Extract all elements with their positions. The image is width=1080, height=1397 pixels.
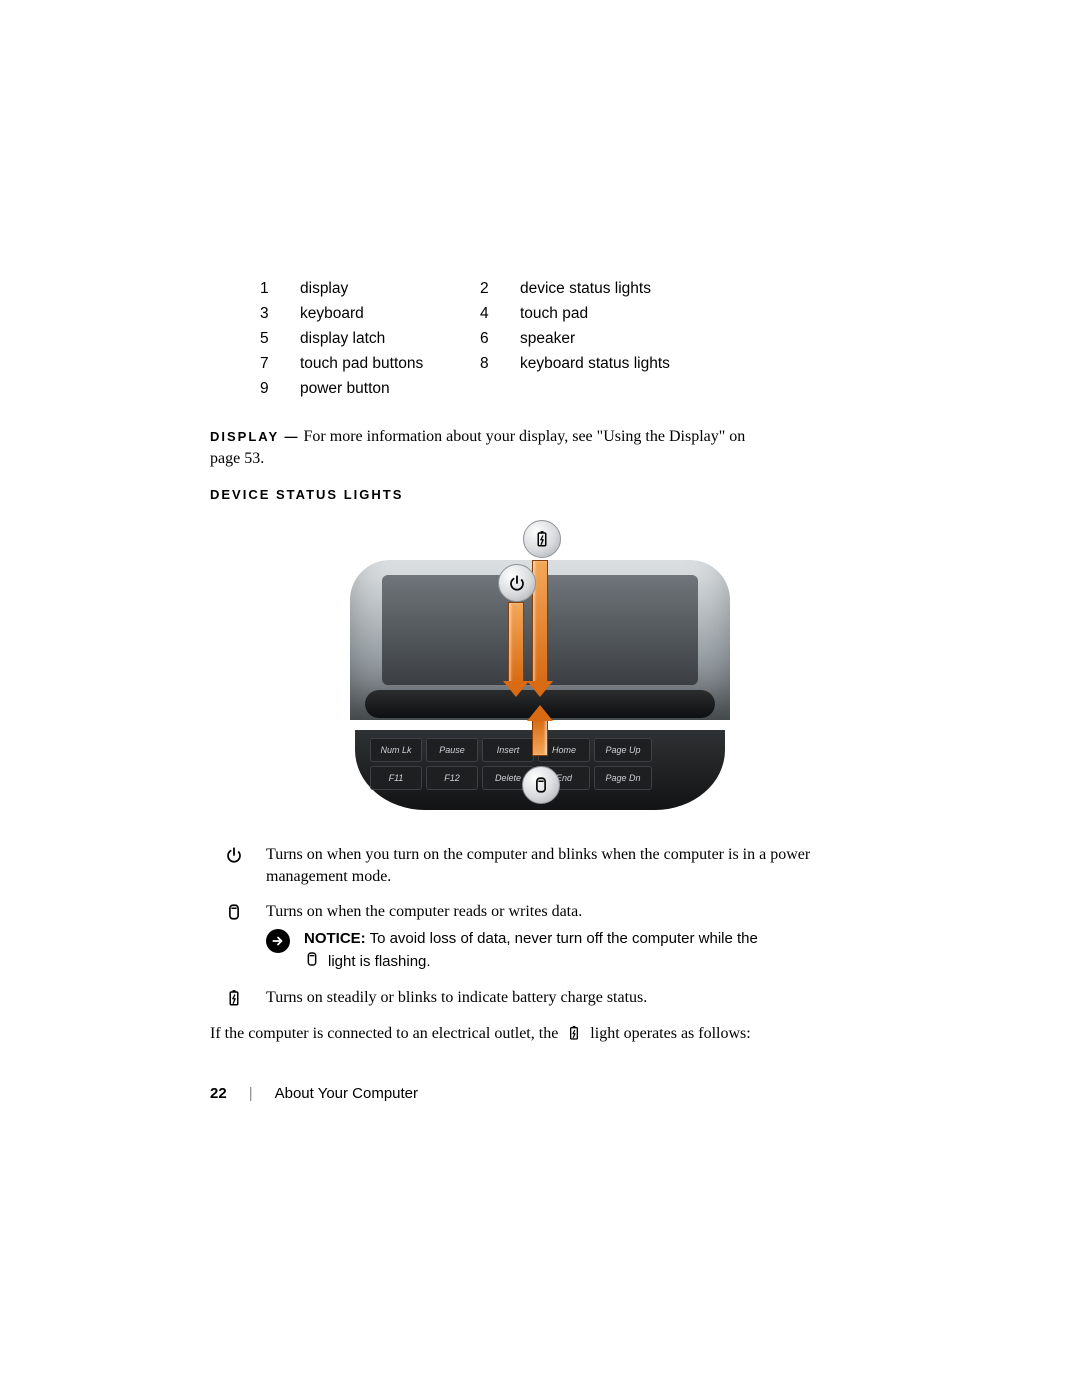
legend-label: speaker	[520, 330, 740, 348]
notice-text: NOTICE: To avoid loss of data, never tur…	[304, 929, 870, 974]
laptop-illustration: Num Lk Pause Insert Home Page Up F11 F12…	[350, 520, 730, 820]
footer-separator: |	[249, 1085, 253, 1102]
keycap: F11	[370, 766, 422, 790]
drive-icon	[522, 766, 560, 804]
status-lights-figure: Num Lk Pause Insert Home Page Up F11 F12…	[210, 520, 870, 820]
legend-num: 5	[260, 330, 300, 348]
battery-charge-icon	[566, 1025, 582, 1041]
legend-num: 7	[260, 355, 300, 373]
callout-arrow	[532, 718, 548, 756]
notice-tail: light is flashing.	[328, 952, 431, 972]
legend-label: display	[300, 280, 480, 298]
battery-light-text: Turns on steadily or blinks to indicate …	[266, 987, 870, 1009]
notice-label: NOTICE:	[304, 930, 366, 947]
notice-body: To avoid loss of data, never turn off th…	[370, 930, 758, 947]
status-row-drive: Turns on when the computer reads or writ…	[210, 901, 870, 973]
legend-label: power button	[300, 380, 480, 398]
drive-light-block: Turns on when the computer reads or writ…	[266, 901, 870, 973]
drive-icon	[304, 951, 320, 973]
outlet-paragraph: If the computer is connected to an elect…	[210, 1025, 870, 1043]
power-icon	[210, 844, 258, 887]
outlet-text-a: If the computer is connected to an elect…	[210, 1025, 558, 1042]
keycap: Page Up	[594, 738, 652, 762]
status-row-battery: Turns on steadily or blinks to indicate …	[210, 987, 870, 1009]
legend-label: display latch	[300, 330, 480, 348]
power-light-text: Turns on when you turn on the computer a…	[266, 844, 870, 887]
drive-icon	[210, 901, 258, 973]
battery-charge-icon	[210, 987, 258, 1009]
display-text-b: page 53.	[210, 450, 264, 467]
device-status-lights-heading: DEVICE STATUS LIGHTS	[210, 487, 870, 502]
legend-label: touch pad	[520, 305, 740, 323]
parts-legend: 1 display 2 device status lights 3 keybo…	[260, 280, 870, 398]
legend-num: 9	[260, 380, 300, 398]
legend-num: 4	[480, 305, 520, 323]
legend-label: keyboard	[300, 305, 480, 323]
keycap: Num Lk	[370, 738, 422, 762]
legend-num: 1	[260, 280, 300, 298]
page-number: 22	[210, 1085, 227, 1102]
status-row-power: Turns on when you turn on the computer a…	[210, 844, 870, 887]
battery-charge-icon	[523, 520, 561, 558]
keycap: Insert	[482, 738, 534, 762]
notice-block: NOTICE: To avoid loss of data, never tur…	[266, 929, 870, 974]
drive-light-text: Turns on when the computer reads or writ…	[266, 901, 870, 923]
legend-label: keyboard status lights	[520, 355, 740, 373]
legend-label: device status lights	[520, 280, 740, 298]
display-text-a: For more information about your display,…	[304, 428, 746, 445]
manual-page: 1 display 2 device status lights 3 keybo…	[0, 0, 1080, 1397]
display-term: DISPLAY —	[210, 429, 300, 444]
display-description: DISPLAY — For more information about you…	[210, 426, 870, 469]
callout-arrow	[508, 602, 524, 684]
notice-arrow-icon	[266, 929, 290, 953]
keycap: Page Dn	[594, 766, 652, 790]
legend-num: 3	[260, 305, 300, 323]
page-footer: 22 | About Your Computer	[210, 1085, 870, 1102]
section-title: About Your Computer	[275, 1085, 418, 1102]
legend-label: touch pad buttons	[300, 355, 480, 373]
status-light-descriptions: Turns on when you turn on the computer a…	[210, 844, 870, 1009]
legend-num: 6	[480, 330, 520, 348]
legend-num: 2	[480, 280, 520, 298]
keycap: Pause	[426, 738, 478, 762]
keycap: F12	[426, 766, 478, 790]
power-icon	[498, 564, 536, 602]
outlet-text-b: light operates as follows:	[590, 1025, 750, 1042]
legend-num: 8	[480, 355, 520, 373]
